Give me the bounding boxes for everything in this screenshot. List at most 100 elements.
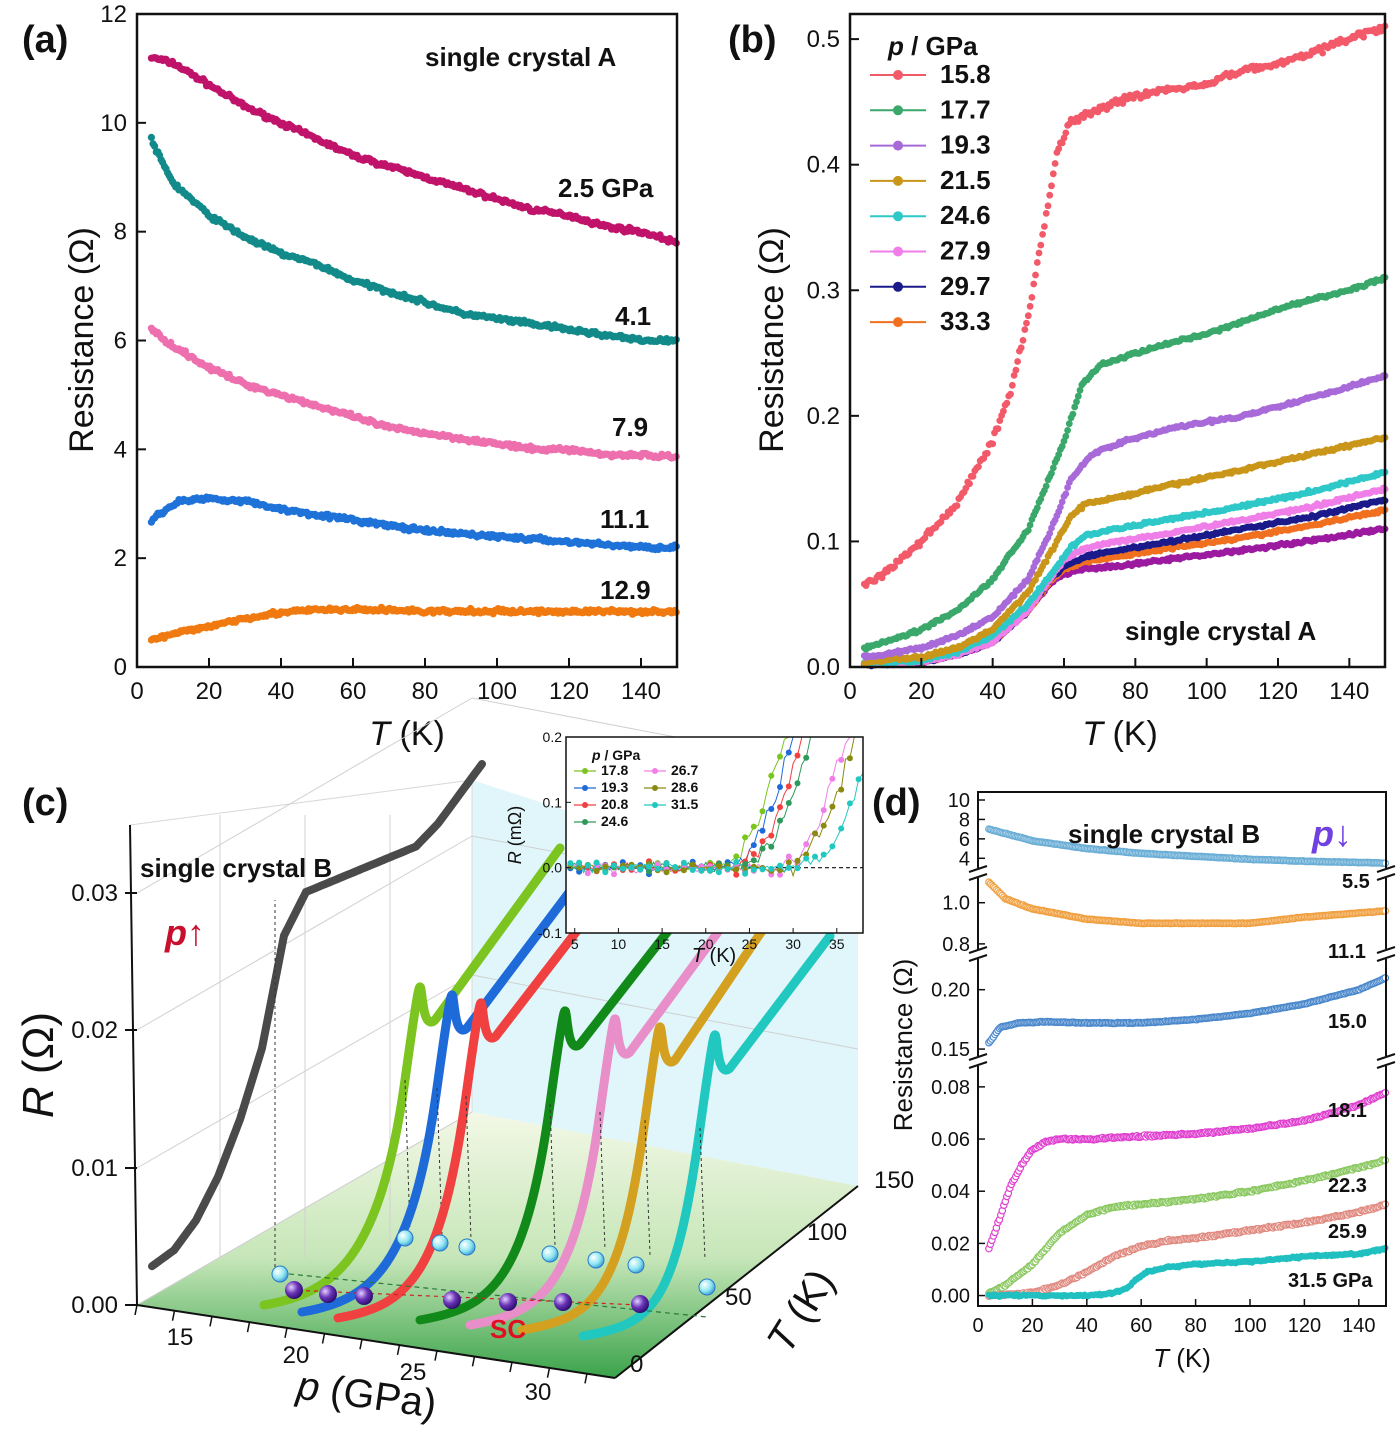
- panel-a-label-7-9: 7.9: [612, 412, 648, 442]
- inset-legend-label: 24.6: [601, 813, 628, 829]
- panel-b-legend-label: 29.7: [940, 271, 991, 301]
- inset-legend-marker: [652, 802, 658, 808]
- inset-point-series-2: [777, 804, 783, 811]
- inset-legend-label: 20.8: [601, 796, 628, 812]
- panel-a-label-2-5: 2.5 GPa: [558, 173, 654, 203]
- panel-a-y-tick-label: 10: [100, 110, 127, 137]
- panel-b-legend-marker: [893, 70, 903, 80]
- panel-c-y-tick-label: 100: [807, 1219, 847, 1246]
- panel-b-point-series-0: [1023, 319, 1030, 327]
- panel-b-x-tick-label: 0: [843, 678, 856, 705]
- panel-b-point-series-1: [1065, 420, 1073, 428]
- inset-legend-label: 31.5: [671, 796, 698, 812]
- panel-b-y-tick-label: 0.5: [807, 26, 840, 53]
- panel-b-point-series-0: [966, 480, 973, 488]
- panel-b-x-tick-label: 40: [979, 678, 1006, 705]
- panel-b-legend-marker: [893, 175, 903, 186]
- panel-a-x-tick-label: 0: [130, 678, 143, 705]
- inset-point-series-0: [777, 753, 783, 760]
- panel-c-tc-marker: [541, 1245, 559, 1263]
- panel-a-label-12-9: 12.9: [600, 575, 651, 605]
- inset-point-series-6: [803, 855, 810, 862]
- panel-c-tc-marker: [587, 1251, 605, 1269]
- inset-legend-marker: [652, 768, 658, 774]
- panel-a-x-tick-label: 40: [268, 678, 295, 705]
- panel-label-c: (c): [22, 782, 68, 824]
- inset-point-series-5: [812, 830, 818, 837]
- panel-c-x-tick-mark: [321, 1333, 326, 1344]
- panel-b-point-series-1: [1074, 392, 1082, 400]
- inset-point-series-6: [680, 859, 687, 866]
- panel-a-x-tick-label: 60: [340, 678, 367, 705]
- inset-point-series-3: [803, 754, 810, 761]
- panel-b-point-series-0: [1032, 271, 1039, 279]
- panel-b-legend-marker: [893, 281, 903, 292]
- panel-c-tc-marker: [698, 1278, 716, 1296]
- panel-c-z-tick-label: 0.03: [71, 880, 118, 907]
- panel-c-x-tick-label: 15: [167, 1324, 194, 1351]
- panel-label-d: (d): [872, 782, 921, 824]
- inset-point-series-1: [768, 806, 775, 812]
- panel-c-title: single crystal B: [140, 853, 332, 883]
- panel-a-point-series-1: [147, 133, 155, 141]
- inset-point-series-6: [750, 866, 757, 873]
- inset-point-series-0: [768, 772, 775, 779]
- panel-c-sc-marker: [285, 1281, 303, 1299]
- panel-b-point-series-0: [1049, 170, 1057, 178]
- inset-x-axis-title: T (K): [692, 945, 736, 967]
- panel-b-point-series-0: [1008, 381, 1016, 389]
- panel-a-x-tick-label: 80: [412, 678, 439, 705]
- inset-y-tick-label: -0.1: [538, 925, 562, 941]
- inset-point-series-0: [759, 808, 766, 815]
- inset-legend-label: 28.6: [671, 779, 698, 795]
- inset-legend-marker: [582, 785, 588, 791]
- inset-point-series-2: [785, 783, 792, 790]
- inset-legend-marker: [582, 819, 588, 825]
- panel-b-point-series-1: [1042, 482, 1050, 490]
- panel-b-point-series-0: [1319, 49, 1326, 57]
- inset-point-series-5: [838, 786, 845, 793]
- panel-b-point-series-1: [1062, 432, 1070, 440]
- inset-legend-label: 19.3: [601, 779, 628, 795]
- panel-a-y-tick-label: 2: [114, 545, 127, 572]
- inset-point-series-6: [584, 862, 591, 869]
- panel-a-x-tick-label: 100: [477, 678, 517, 705]
- panel-b-legend-marker: [893, 105, 903, 116]
- panel-b-point-series-0: [1030, 280, 1038, 288]
- panel-b-legend-label: 27.9: [940, 236, 991, 266]
- panel-c-x-tick-mark: [396, 1344, 401, 1356]
- panel-c-x-tick-mark: [471, 1356, 476, 1367]
- panel-b-point-series-0: [1007, 390, 1014, 398]
- inset-point-series-3: [759, 845, 766, 852]
- panel-b-point-series-0: [1019, 337, 1027, 344]
- inset-legend-label: 17.8: [601, 762, 628, 778]
- panel-a-label-11-1: 11.1: [600, 504, 649, 534]
- panel-b-point-series-0: [1360, 33, 1367, 41]
- panel-label-a: (a): [22, 19, 68, 61]
- panel-a-x-tick-label: 140: [621, 678, 661, 705]
- panel-b-point-series-0: [1028, 294, 1036, 301]
- inset-point-series-4: [829, 775, 836, 782]
- panel-b-x-tick-label: 100: [1187, 678, 1227, 705]
- panel-b-legend-title: p / GPa: [887, 31, 978, 61]
- inset-point-series-6: [768, 865, 775, 872]
- panel-c-x-tick-mark: [584, 1373, 588, 1384]
- panel-c-x-tick-mark: [171, 1310, 176, 1321]
- panel-b-y-tick-label: 0.0: [807, 654, 840, 681]
- inset-point-series-6: [567, 860, 574, 867]
- panel-b-title: single crystal A: [1125, 616, 1316, 646]
- panel-a-y-axis-title: Resistance (Ω): [63, 227, 101, 453]
- inset-point-series-6: [689, 867, 696, 873]
- panel-c-tc-marker: [431, 1234, 449, 1252]
- inset-point-series-6: [846, 800, 853, 807]
- inset-point-series-2: [759, 838, 766, 845]
- inset-point-series-4: [785, 853, 792, 860]
- inset-point-series-1: [759, 827, 766, 834]
- panel-a-x-tick-label: 20: [196, 678, 223, 705]
- panel-b-point-series-0: [1055, 145, 1063, 153]
- inset-point-series-6: [759, 866, 766, 873]
- panel-c-sc-marker: [443, 1291, 461, 1309]
- inset-legend-title: p / GPa: [591, 747, 640, 763]
- panel-b-x-tick-label: 120: [1258, 678, 1298, 705]
